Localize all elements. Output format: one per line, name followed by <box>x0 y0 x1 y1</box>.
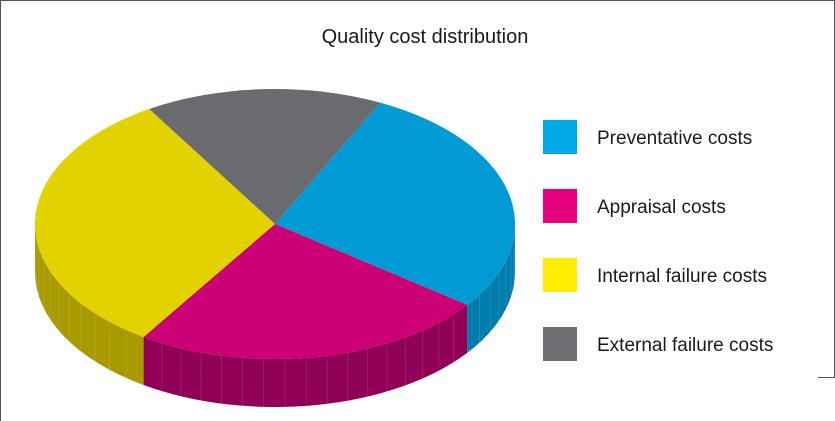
pie-sides <box>35 224 515 408</box>
pie-slice-preventative-costs <box>275 102 515 305</box>
legend-label-preventative-costs: Preventative costs <box>597 128 752 149</box>
legend-swatch-preventative-costs <box>543 120 577 154</box>
legend-label-appraisal-costs: Appraisal costs <box>597 197 726 218</box>
legend-swatch-external-failure-costs <box>543 327 577 361</box>
pie-top <box>34 88 515 360</box>
pie-slice-appraisal-costs <box>143 224 468 360</box>
legend-label-external-failure-costs: External failure costs <box>597 335 773 356</box>
legend: Preventative costs Appraisal costs Interna… <box>543 120 773 361</box>
pie-slice-external-failure-costs <box>149 88 381 224</box>
pie-side-internal-failure-costs <box>35 224 144 385</box>
pie-side-preventative-costs <box>467 224 515 353</box>
legend-label-internal-failure-costs: Internal failure costs <box>597 266 767 287</box>
pie-side-appraisal-costs <box>143 304 468 408</box>
chart-title: Quality cost distribution <box>322 26 529 48</box>
legend-swatch-appraisal-costs <box>543 189 577 223</box>
pie-slice-internal-failure-costs <box>34 109 276 337</box>
legend-swatch-internal-failure-costs <box>543 258 577 292</box>
